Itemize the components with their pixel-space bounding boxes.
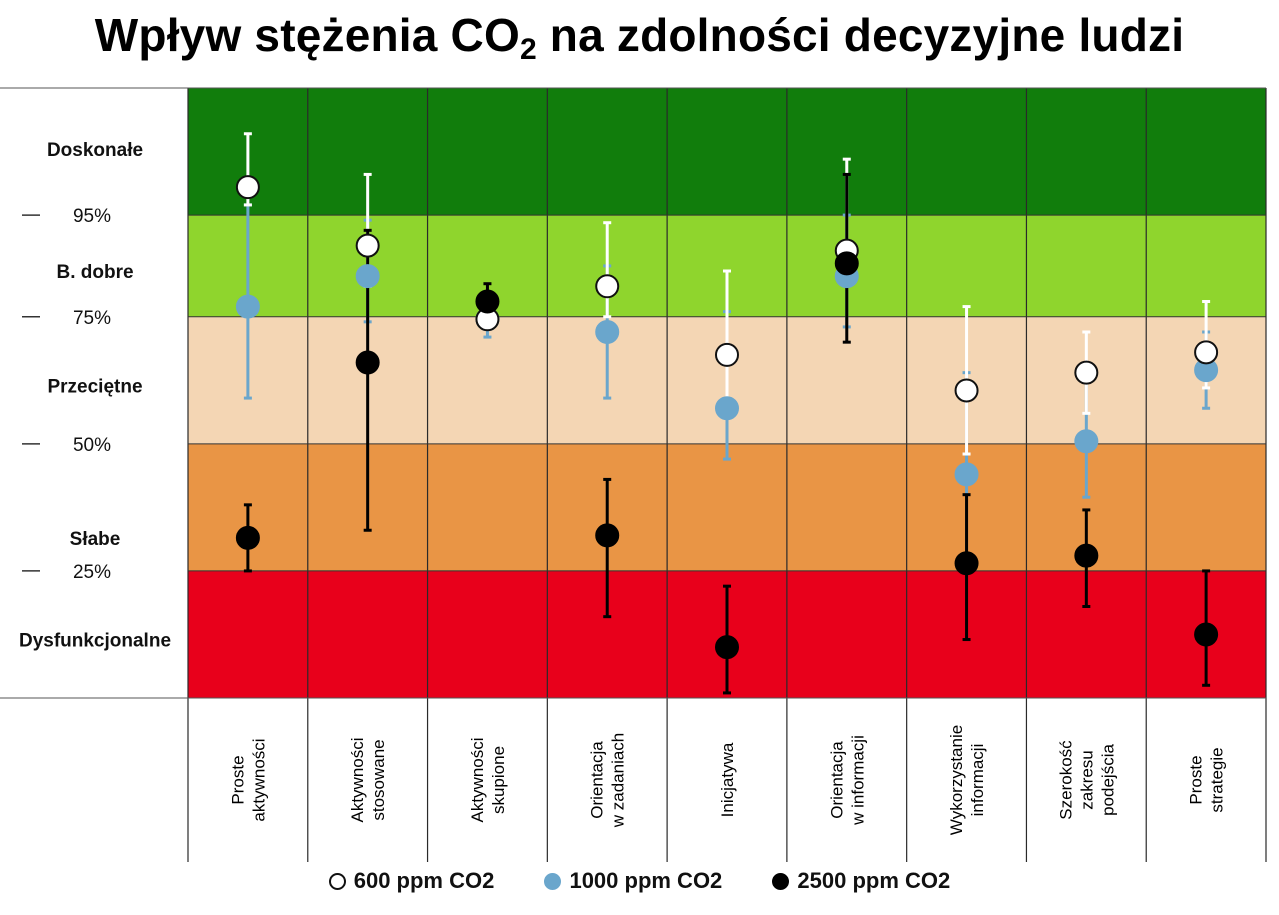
category-label-line: Inicjatywa <box>718 742 737 817</box>
category-label-line: Szerokość <box>1056 740 1075 820</box>
category-label-line: Proste <box>1187 755 1206 804</box>
tick-label-0: 25% <box>73 562 111 583</box>
band-label-0: Doskonałe <box>47 140 143 161</box>
legend-label-2500: 2500 ppm CO2 <box>797 868 951 893</box>
point-s0-3 <box>595 274 620 299</box>
category-label-0: Proste aktywności <box>228 738 268 821</box>
legend-item-2500: 2500 ppm CO2 <box>772 868 950 894</box>
point-s1-1 <box>355 264 380 289</box>
band-label-4: Dysfunkcjonalne <box>19 631 171 652</box>
category-label-4: Inicjatywa <box>718 742 737 817</box>
title-subscript: 2 <box>519 33 537 66</box>
point-s2-4 <box>715 635 739 660</box>
point-s2-1 <box>355 350 380 375</box>
tick-label-3: 95% <box>73 206 111 227</box>
category-label-6: Wykorzystanie informacji <box>947 725 987 835</box>
point-s2-8 <box>1194 622 1219 647</box>
title-main: Wpływ stężenia CO <box>94 9 520 61</box>
category-label-line: skupione <box>489 746 508 814</box>
category-label-line: Aktywności <box>468 737 487 822</box>
category-label-line: podejścia <box>1098 744 1117 816</box>
category-label-line: Aktywności <box>348 737 367 822</box>
point-s1-6 <box>954 462 979 487</box>
chart-title: Wpływ stężenia CO2 na zdolności decyzyjn… <box>0 8 1279 67</box>
category-label-3: Orientacja w zadaniach <box>588 733 628 829</box>
band-0 <box>188 88 1266 216</box>
point-s0-0 <box>235 175 260 200</box>
point-s2-7 <box>1074 543 1099 568</box>
point-s1-7 <box>1074 429 1099 454</box>
point-s2-5 <box>834 251 859 276</box>
category-label-7: Szerokość zakresu podejścia <box>1056 740 1117 820</box>
category-label-8: Proste strategie <box>1187 747 1227 812</box>
point-s1-3 <box>595 320 620 344</box>
point-s0-7 <box>1074 360 1099 385</box>
point-s0-8 <box>1194 340 1219 365</box>
category-label-line: Wykorzystanie <box>947 725 966 835</box>
point-s0-6 <box>954 378 979 403</box>
category-label-line: w zadaniach <box>609 733 628 829</box>
point-s0-4 <box>715 342 739 367</box>
legend-item-600: 600 ppm CO2 <box>328 868 495 894</box>
legend-item-1000: 1000 ppm CO2 <box>544 868 722 894</box>
title-rest: na zdolności decyzyjne ludzi <box>536 9 1185 61</box>
tick-label-2: 75% <box>73 308 111 329</box>
category-label-line: Proste <box>228 755 247 804</box>
band-3 <box>188 443 1266 571</box>
point-s2-2 <box>475 289 500 314</box>
point-s2-0 <box>235 525 260 550</box>
point-s1-4 <box>715 396 739 421</box>
legend-label-1000: 1000 ppm CO2 <box>569 868 723 893</box>
category-label-line: stosowane <box>369 739 388 820</box>
category-label-2: Aktywności skupione <box>468 737 508 822</box>
legend-marker-2500 <box>772 872 790 890</box>
band-label-1: B. dobre <box>56 262 133 283</box>
band-label-3: Słabe <box>70 529 121 550</box>
category-label-line: w informacji <box>848 735 867 826</box>
category-label-line: Orientacja <box>827 741 846 819</box>
band-label-2: Przeciętne <box>47 376 142 397</box>
category-label-5: Orientacja w informacji <box>827 735 867 826</box>
point-s2-6 <box>954 551 979 576</box>
point-s2-3 <box>595 523 620 548</box>
point-s1-0 <box>235 294 260 319</box>
point-s0-1 <box>355 233 380 258</box>
legend-label-600: 600 ppm CO2 <box>353 868 495 893</box>
legend-marker-600 <box>328 872 346 890</box>
category-label-line: zakresu <box>1077 750 1096 810</box>
legend: 600 ppm CO2 1000 ppm CO2 2500 ppm CO2 <box>0 868 1279 896</box>
category-label-line: strategie <box>1208 747 1227 812</box>
category-label-line: Orientacja <box>588 741 607 819</box>
tick-label-1: 50% <box>73 435 111 456</box>
legend-marker-1000 <box>544 872 562 890</box>
category-label-1: Aktywności stosowane <box>348 737 388 822</box>
category-label-line: aktywności <box>249 738 268 821</box>
category-label-line: informacji <box>968 744 987 817</box>
